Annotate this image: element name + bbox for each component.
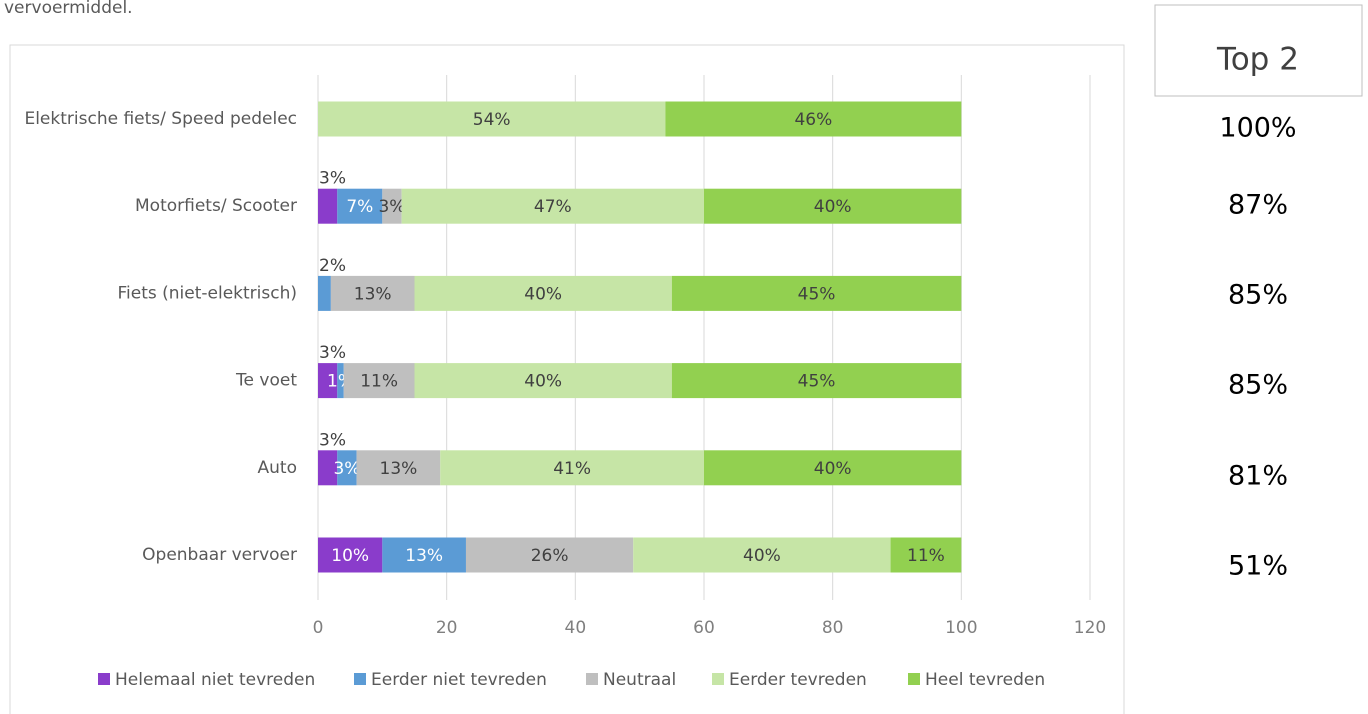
legend-label: Neutraal bbox=[603, 670, 676, 690]
x-tick-label: 60 bbox=[693, 618, 715, 638]
bar-segment bbox=[440, 450, 704, 486]
bar-segment bbox=[890, 537, 962, 573]
data-label: 26% bbox=[531, 546, 569, 566]
top2-value: 81% bbox=[1228, 461, 1288, 492]
data-label: 10% bbox=[331, 546, 369, 566]
legend-label: Heel tevreden bbox=[925, 670, 1045, 690]
data-label: 11% bbox=[907, 546, 945, 566]
legend-swatch bbox=[98, 673, 110, 685]
y-tick-label: Motorfiets/ Scooter bbox=[135, 196, 297, 216]
data-label: 11% bbox=[360, 372, 398, 392]
bar-segment bbox=[665, 101, 962, 137]
data-label: 3% bbox=[319, 343, 346, 363]
bar-segment bbox=[382, 188, 402, 224]
bar-segment bbox=[356, 450, 441, 486]
legend-swatch bbox=[908, 673, 920, 685]
bar-segment bbox=[414, 363, 672, 399]
legend-label: Eerder niet tevreden bbox=[371, 670, 547, 690]
data-label: 40% bbox=[524, 284, 562, 304]
bar-segment bbox=[318, 275, 331, 311]
bar-segment bbox=[414, 275, 672, 311]
x-tick-label: 80 bbox=[822, 618, 844, 638]
bar-segment bbox=[337, 188, 383, 224]
bar-segment bbox=[382, 537, 466, 573]
data-label: 41% bbox=[553, 459, 591, 479]
bar-segment bbox=[318, 363, 338, 399]
x-tick-label: 0 bbox=[313, 618, 324, 638]
data-label: 3% bbox=[319, 169, 346, 189]
top2-value: 85% bbox=[1228, 280, 1288, 311]
bar-segment bbox=[318, 537, 383, 573]
legend-label: Eerder tevreden bbox=[729, 670, 867, 690]
legend-swatch bbox=[712, 673, 724, 685]
bar-segment bbox=[318, 450, 338, 486]
y-tick-label: Auto bbox=[258, 458, 297, 478]
top2-value: 100% bbox=[1219, 113, 1296, 144]
x-tick-label: 40 bbox=[565, 618, 587, 638]
top2-value: 85% bbox=[1228, 370, 1288, 401]
data-label: 2% bbox=[319, 256, 346, 276]
data-label: 3% bbox=[319, 430, 346, 450]
top2-value: 51% bbox=[1228, 551, 1288, 582]
legend-label: Helemaal niet tevreden bbox=[115, 670, 315, 690]
chart-frame bbox=[9, 44, 1125, 714]
y-tick-label: Elektrische fiets/ Speed pedelec bbox=[24, 109, 297, 129]
data-label: 40% bbox=[814, 459, 852, 479]
data-label: 7% bbox=[346, 197, 373, 217]
data-label: 46% bbox=[794, 110, 832, 130]
data-label: 45% bbox=[798, 284, 836, 304]
data-label: 54% bbox=[473, 110, 511, 130]
legend-swatch bbox=[354, 673, 366, 685]
bar-segment bbox=[330, 275, 415, 311]
y-tick-label: Te voet bbox=[235, 371, 297, 391]
bar-segment bbox=[337, 363, 344, 399]
bar-segment bbox=[337, 450, 357, 486]
data-label: 40% bbox=[814, 197, 852, 217]
top2-box bbox=[1154, 4, 1363, 97]
bar-segment bbox=[343, 363, 415, 399]
bar-segment bbox=[704, 188, 962, 224]
x-tick-label: 120 bbox=[1074, 618, 1106, 638]
intro-text: vervoermiddel. bbox=[4, 0, 133, 18]
data-label: 13% bbox=[380, 459, 418, 479]
x-tick-label: 100 bbox=[945, 618, 977, 638]
data-label: 3% bbox=[333, 459, 360, 479]
y-tick-label: Fiets (niet-elektrisch) bbox=[117, 283, 297, 303]
bar-segment bbox=[401, 188, 704, 224]
data-label: 13% bbox=[354, 284, 392, 304]
y-tick-label: Openbaar vervoer bbox=[142, 545, 297, 565]
bar-segment bbox=[465, 537, 634, 573]
legend-swatch bbox=[586, 673, 598, 685]
bar-segment bbox=[704, 450, 962, 486]
data-label: 45% bbox=[798, 372, 836, 392]
bar-segment bbox=[671, 363, 962, 399]
data-label: 3% bbox=[378, 197, 405, 217]
bar-segment bbox=[318, 101, 666, 137]
bar-segment bbox=[318, 188, 338, 224]
bar-segment bbox=[633, 537, 891, 573]
data-label: 13% bbox=[405, 546, 443, 566]
data-label: 40% bbox=[524, 372, 562, 392]
data-label: 47% bbox=[534, 197, 572, 217]
x-tick-label: 20 bbox=[436, 618, 458, 638]
top2-title: Top 2 bbox=[1216, 42, 1299, 78]
bar-segment bbox=[671, 275, 962, 311]
top2-value: 87% bbox=[1228, 190, 1288, 221]
data-label: 40% bbox=[743, 546, 781, 566]
